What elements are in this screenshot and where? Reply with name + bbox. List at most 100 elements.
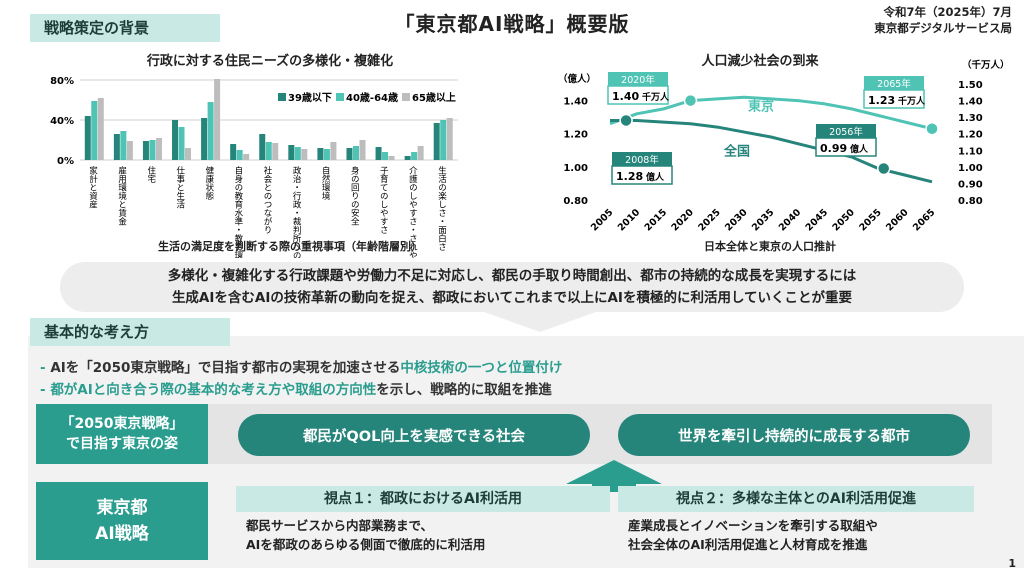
legend-label: 39歳以下 [288,91,332,104]
callout-year: 2008年 [625,154,659,166]
x-tick: 2065 [911,207,937,233]
callout-value: 1.28 [616,170,643,183]
bullet-1-highlight: 中核技術の一つと位置付け [400,360,563,376]
section-label-basic: 基本的な考え方 [30,318,230,346]
bar-2-1 [126,141,133,160]
bar-1-2 [149,140,156,160]
callout-year-bg [612,152,672,166]
view-2-text-2: 社会全体のAI利活用促進と人材育成を推進 [628,537,868,552]
x-tick: 2060 [884,207,911,234]
bar-category-label: 身の回りの安全 [349,165,359,225]
view-2-body: 産業成長とイノベーションを牽引する取組や 社会全体のAI利活用促進と人材育成を推… [618,512,974,554]
callout-marker [925,121,939,136]
series-label-tokyo: 東京 [748,99,774,115]
vision-label: 「2050東京戦略」 で目指す東京の姿 [36,404,208,464]
view-2-title: 視点２：多様な主体とのAI利活用促進 [618,486,974,512]
x-tick: 2025 [696,207,722,233]
right-y-tick: 1.50 [958,80,983,91]
up-arrow-stem [592,484,636,492]
callout-value: 0.99 [820,142,847,155]
bar-2-9 [359,140,366,160]
bar-2-5 [243,154,250,160]
bar-2-2 [155,138,162,160]
publisher-org: 東京都デジタルサービス局 [874,21,1012,35]
up-arrow [566,460,662,484]
bar-chart-title: 行政に対する住民ニーズの多様化・複雑化 [146,54,394,69]
bar-category-label: 家計と資産 [88,165,98,209]
page-title: 「東京都AI戦略」概要版 [394,12,630,36]
view-1-title: 視点１：都政におけるAI利活用 [236,486,610,512]
callout-year: 2056年 [829,126,863,138]
bar-category-label: 自然環境 [320,165,330,201]
callout-unit: 千万人 [898,95,926,107]
left-y-tick: 1.00 [563,163,588,174]
vision-label-line-1: 「2050東京戦略」 [60,416,184,432]
bar-0-12 [433,123,440,160]
bullet-1-text: AIを「2050東京戦略」で目指す都市の実現を加速させる [50,360,401,376]
bar-1-0 [91,101,98,160]
bar-category-label: 住宅 [146,165,156,183]
bar-0-6 [259,134,266,160]
right-y-tick: 1.30 [958,113,983,124]
line-chart-title: 人口減少社会の到来 [701,54,819,69]
callout-year: 2020年 [621,74,655,86]
x-tick: 2020 [669,207,696,234]
bar-chart-xlabel: 生活の満足度を判断する際の重視事項（年齢階層別） [158,240,422,253]
bar-y-tick: 40% [50,116,74,127]
view-2: 視点２：多様な主体とのAI利活用促進 産業成長とイノベーションを牽引する取組や … [618,486,974,562]
x-tick: 2015 [643,207,669,233]
left-axis-unit: （億人） [558,73,596,85]
callout-box: 2056年 0.99 億人 [815,124,877,157]
bar-0-9 [346,148,353,160]
vision-label-line-2: で目指す東京の姿 [66,436,178,452]
bar-2-4 [214,79,221,160]
x-tick: 2030 [723,207,750,234]
banner-line-2: 生成AIを含むAIの技術革新の動向を捉え、都政においてこれまで以上にAIを積極的… [171,290,853,306]
callout-value-bg [863,89,925,109]
view-1-text-1: 都民サービスから内部業務まで、 [246,518,434,533]
callout-value-bg [815,137,877,157]
bar-0-5 [230,144,237,160]
callout-box: 2020年 1.40 千万人 [607,72,670,105]
section-label-background: 戦略策定の背景 [30,14,220,42]
bullet-2: - 都がAIと向き合う際の基本的な考え方や取組の方向性を示し、戦略的に取組を推進 [40,378,552,398]
bar-1-3 [178,127,185,160]
bar-category-label: 社会とのつながり [262,165,272,234]
callout-year-bg [816,124,876,138]
bar-1-8 [323,149,330,160]
bar-0-1 [113,134,120,160]
key-message-banner: 多様化・複雑化する行政課題や労働力不足に対応し、都民の手取り時間創出、都市の持続… [60,262,964,312]
bar-1-5 [236,150,243,160]
x-tick: 2040 [777,207,804,234]
bar-1-4 [207,102,214,160]
callout-marker [619,113,633,128]
vision-pill-qol: 都民がQOL向上を実感できる社会 [238,414,590,456]
bar-category-label: 生活の楽しさ・面白さ [436,165,446,251]
bar-1-6 [265,142,272,160]
bullet-dash: - [40,360,46,376]
x-tick: 2010 [616,207,643,234]
bar-2-7 [301,149,308,160]
bar-y-tick: 0% [57,156,74,167]
callout-value: 1.40 [612,90,639,103]
bar-category-label: 自身の教育水準・教育環境 [233,165,243,258]
right-y-tick: 1.10 [958,146,983,157]
line-tokyo [609,95,933,131]
bar-category-label: 介護のしやすさ・されやすさ [407,166,417,258]
right-y-tick: 1.40 [958,97,983,108]
series-label-national: 全国 [723,143,750,159]
x-tick: 2045 [804,207,830,233]
vision-pill-growth: 世界を牽引し持続的に成長する都市 [618,414,970,456]
x-tick: 2055 [857,207,883,233]
view-1-text-2: AIを都政のあらゆる側面で徹底的に利活用 [246,537,486,552]
banner-down-arrow [484,312,596,332]
bar-y-tick: 80% [50,76,74,87]
population-line-chart: （億人） 0.80 1.00 1.20 1.40 （千万人） 0.80 0.90 1.00 1.1… [558,59,1010,234]
callout-year-bg [608,72,668,86]
bar-category-label: 子育てのしやすさ [378,166,388,234]
legend-swatch [336,93,344,101]
strategy-label-line-2: AI戦略 [95,524,149,544]
bar-1-9 [352,146,359,160]
strategy-label: 東京都 AI戦略 [36,482,208,560]
bar-1-1 [120,131,127,160]
